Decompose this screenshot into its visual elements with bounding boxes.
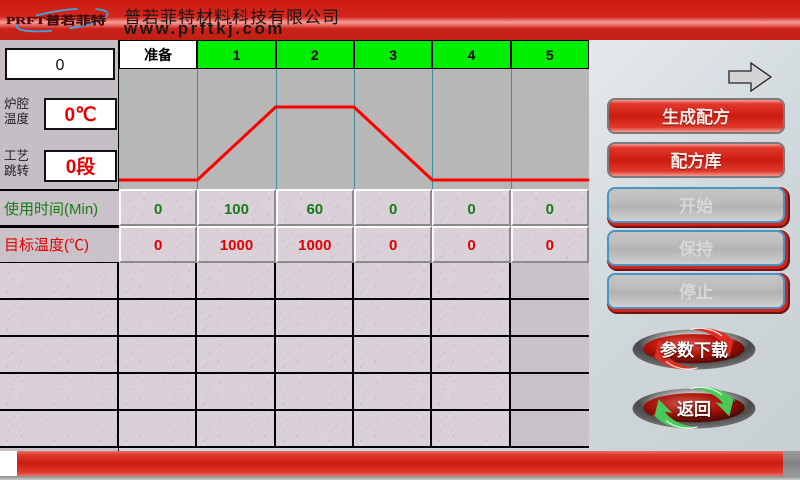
svg-text:PRFT普若菲特: PRFT普若菲特 [6,13,106,27]
